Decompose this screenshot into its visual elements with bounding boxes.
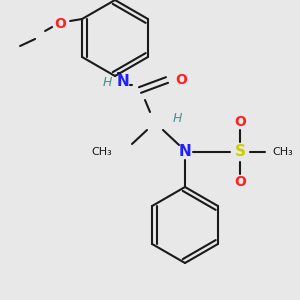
Text: N: N [178,145,191,160]
Text: O: O [234,115,246,129]
Text: CH₃: CH₃ [91,147,112,157]
Text: O: O [54,17,66,31]
Text: H: H [103,76,112,88]
Text: O: O [175,73,187,87]
Text: N: N [117,74,129,89]
Text: CH₃: CH₃ [272,147,293,157]
Text: S: S [235,145,245,160]
Text: O: O [234,175,246,189]
Text: H: H [173,112,182,125]
